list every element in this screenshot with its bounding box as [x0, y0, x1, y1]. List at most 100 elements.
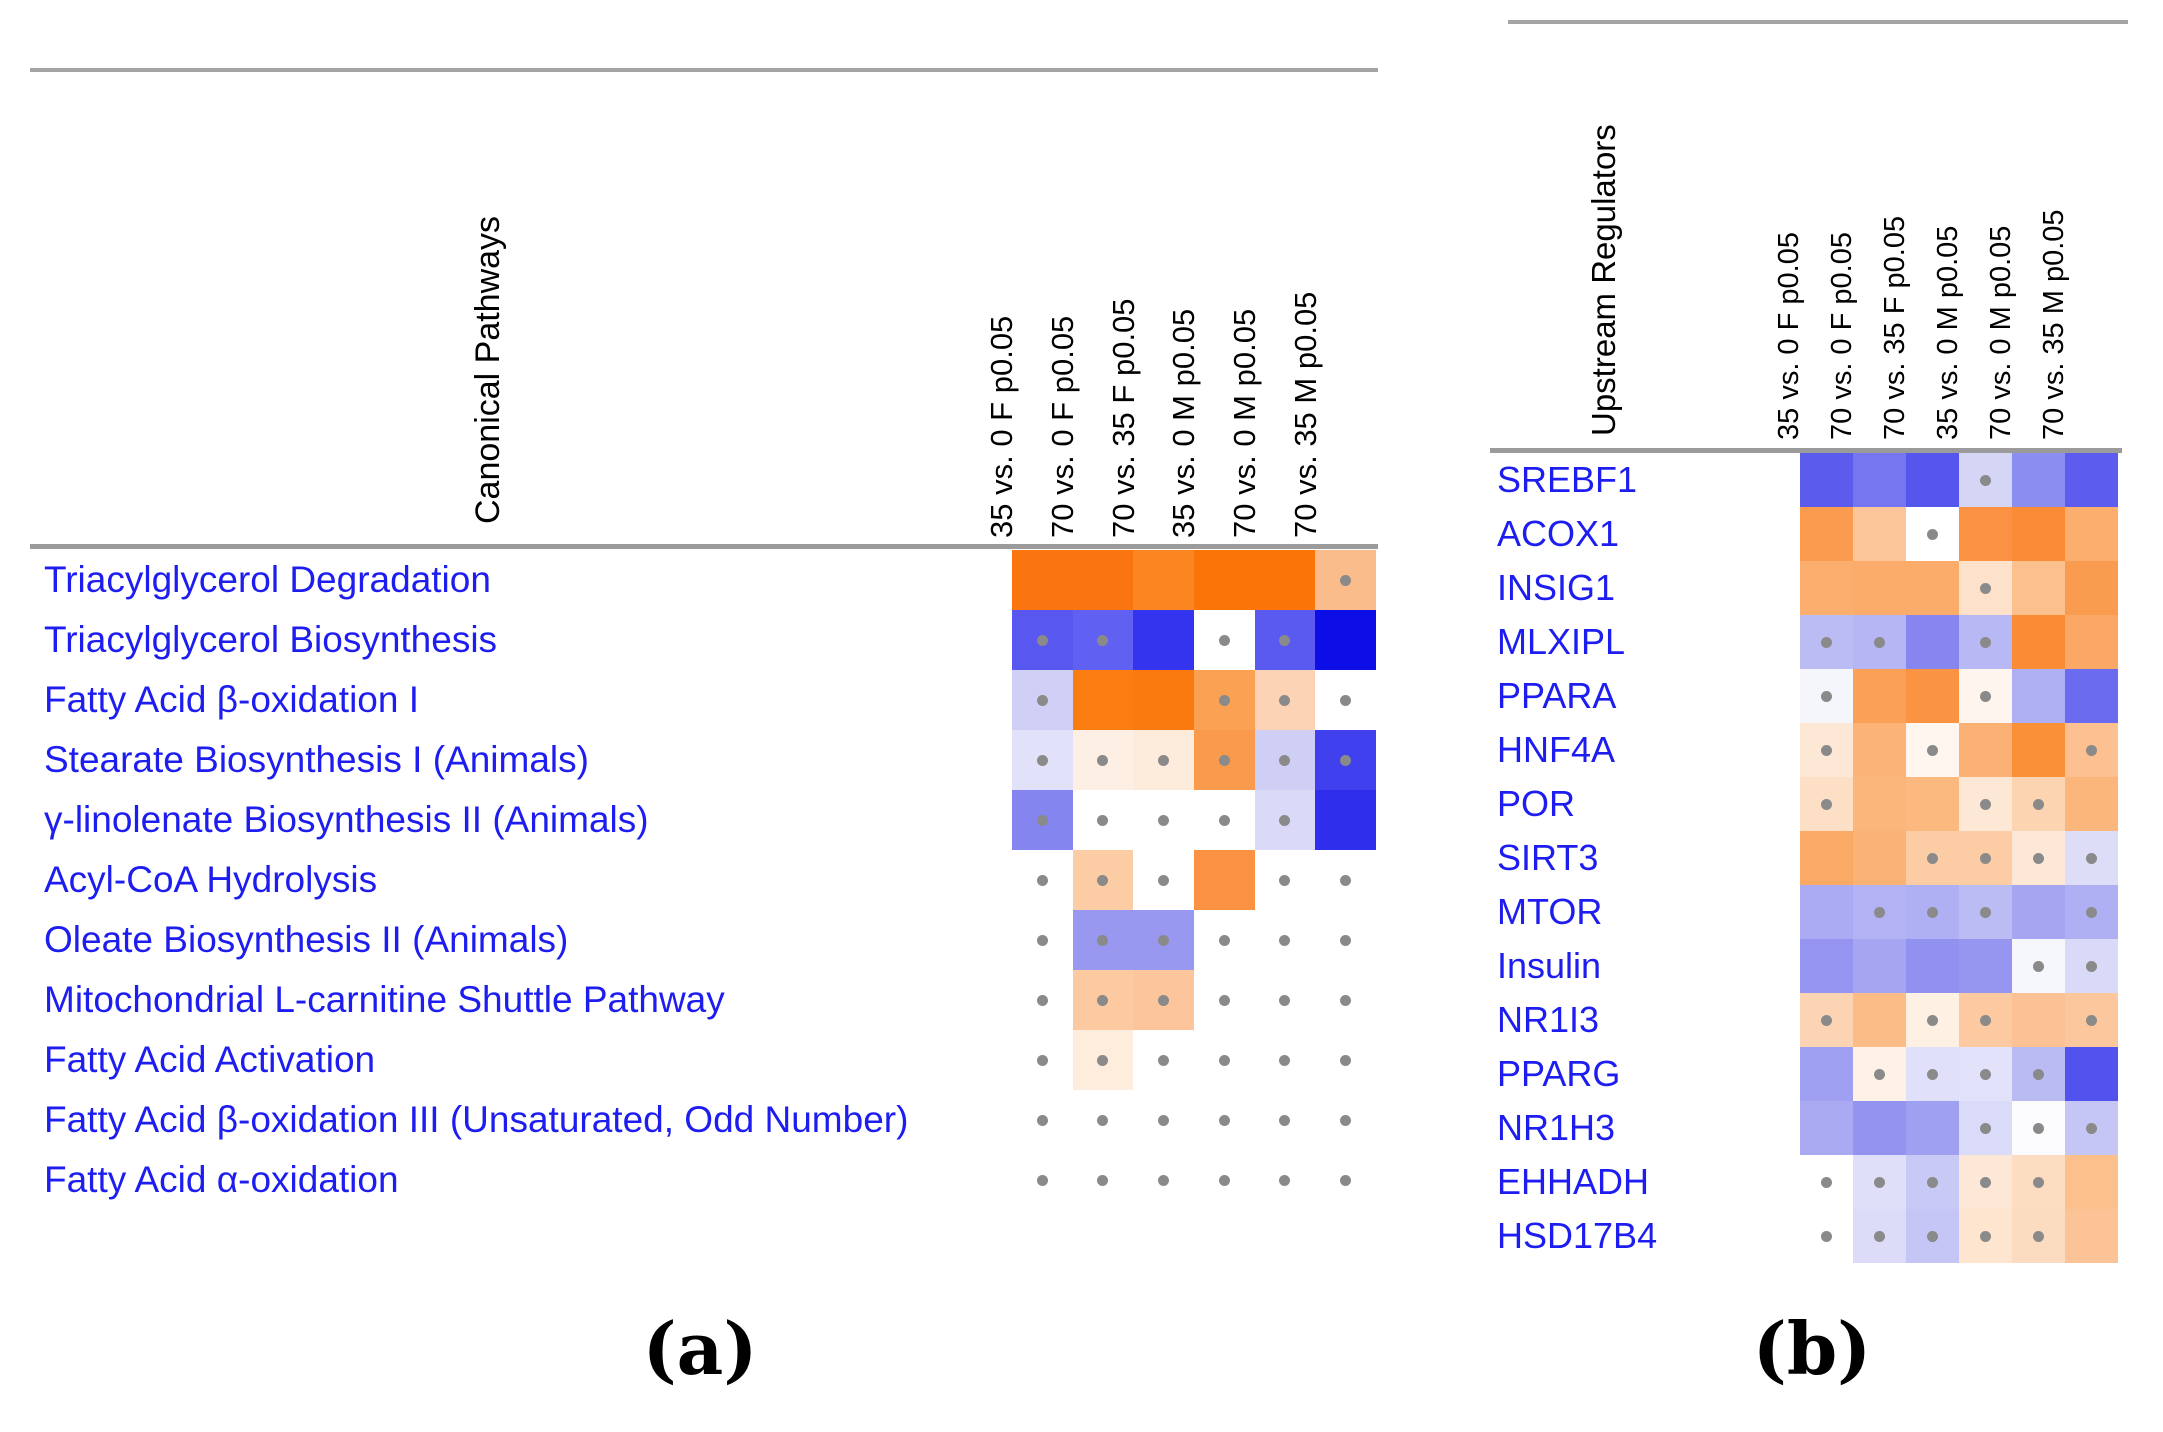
- significance-dot-icon: [1980, 1230, 1991, 1242]
- significance-dot-icon: [2086, 1122, 2097, 1134]
- heatmap-cell: [1906, 1101, 1959, 1155]
- heatmap-cell: [1906, 1047, 1959, 1101]
- heatmap-cell: [1800, 1155, 1853, 1209]
- panel-b-heatmap-grid: [1800, 453, 2118, 1263]
- row-label: EHHADH: [1497, 1161, 1650, 1202]
- heatmap-cell: [1853, 831, 1906, 885]
- significance-dot-icon: [1927, 1014, 1938, 1026]
- row-label: Fatty Acid Activation: [44, 1039, 376, 1080]
- heatmap-cell: [2065, 1155, 2118, 1209]
- heatmap-cell: [2012, 453, 2065, 507]
- heatmap-cell: [1072, 730, 1134, 790]
- heatmap-cell: [1315, 1090, 1376, 1150]
- heatmap-cell: [2065, 939, 2118, 993]
- heatmap-cell: [1072, 970, 1134, 1030]
- heatmap-cell: [1853, 615, 1906, 669]
- heatmap-cell: [1959, 885, 2012, 939]
- significance-dot-icon: [1218, 1174, 1230, 1186]
- heatmap-cell: [1906, 561, 1959, 615]
- heatmap-cell: [2065, 561, 2118, 615]
- heatmap-cell: [1133, 610, 1194, 670]
- column-header: 35 vs. 0 F p0.05: [1772, 232, 1805, 440]
- significance-dot-icon: [1980, 582, 1991, 594]
- significance-dot-icon: [1980, 690, 1991, 702]
- heatmap-cell: [1133, 1150, 1194, 1210]
- heatmap-cell: [1853, 1047, 1906, 1101]
- row-label: Fatty Acid β-oxidation I: [44, 679, 420, 720]
- significance-dot-icon: [2033, 1068, 2044, 1080]
- heatmap-cell: [1906, 615, 1959, 669]
- significance-dot-icon: [1218, 754, 1230, 766]
- row-label: HSD17B4: [1497, 1215, 1658, 1256]
- heatmap-cell: [1959, 507, 2012, 561]
- significance-dot-icon: [1097, 634, 1109, 646]
- significance-dot-icon: [1874, 1068, 1885, 1080]
- heatmap-cell: [2065, 993, 2118, 1047]
- heatmap-cell: [1254, 550, 1316, 610]
- significance-dot-icon: [1980, 1068, 1991, 1080]
- heatmap-cell: [1853, 777, 1906, 831]
- heatmap-cell: [1800, 831, 1853, 885]
- heatmap-cell: [2012, 1209, 2065, 1263]
- heatmap-cell: [1853, 561, 1906, 615]
- heatmap-cell: [1315, 1030, 1376, 1090]
- heatmap-cell: [1800, 1047, 1853, 1101]
- significance-dot-icon: [2033, 1122, 2044, 1134]
- heatmap-cell: [1254, 790, 1316, 850]
- heatmap-cell: [1012, 730, 1073, 790]
- row-label: NR1I3: [1497, 999, 1600, 1040]
- column-header: 70 vs. 35 M p0.05: [2037, 209, 2070, 440]
- significance-dot-icon: [1097, 934, 1109, 946]
- significance-dot-icon: [1036, 754, 1048, 766]
- heatmap-cell: [1012, 910, 1073, 970]
- heatmap-cell: [1193, 910, 1255, 970]
- heatmap-cell: [1800, 1101, 1853, 1155]
- significance-dot-icon: [1927, 906, 1938, 918]
- heatmap-cell: [1254, 730, 1316, 790]
- heatmap-cell: [2012, 885, 2065, 939]
- heatmap-cell: [1193, 670, 1255, 730]
- heatmap-cell: [1254, 670, 1316, 730]
- heatmap-cell: [1906, 777, 1959, 831]
- significance-dot-icon: [1279, 634, 1291, 646]
- heatmap-cell: [1853, 1209, 1906, 1263]
- heatmap-cell: [1906, 507, 1959, 561]
- heatmap-cell: [1012, 1030, 1073, 1090]
- panel-a-axis-title: Canonical Pathways: [469, 215, 507, 524]
- significance-dot-icon: [2086, 852, 2097, 864]
- row-label: PPARG: [1497, 1053, 1621, 1094]
- significance-dot-icon: [2033, 798, 2044, 810]
- heatmap-cell: [1959, 669, 2012, 723]
- heatmap-cell: [1072, 1030, 1134, 1090]
- heatmap-cell: [2065, 507, 2118, 561]
- heatmap-cell: [1853, 993, 1906, 1047]
- heatmap-cell: [2065, 453, 2118, 507]
- heatmap-cell: [1906, 1155, 1959, 1209]
- heatmap-cell: [1853, 669, 1906, 723]
- row-label: MLXIPL: [1497, 621, 1626, 662]
- heatmap-cell: [1315, 1150, 1376, 1210]
- significance-dot-icon: [1158, 754, 1170, 766]
- column-header: 70 vs. 35 M p0.05: [1287, 291, 1323, 538]
- row-label: Insulin: [1497, 945, 1602, 986]
- significance-dot-icon: [1980, 636, 1991, 648]
- significance-dot-icon: [1097, 994, 1109, 1006]
- significance-dot-icon: [1927, 1068, 1938, 1080]
- significance-dot-icon: [1036, 634, 1048, 646]
- heatmap-cell: [1959, 723, 2012, 777]
- heatmap-cell: [1315, 550, 1376, 610]
- column-header: 70 vs. 0 M p0.05: [1226, 308, 1262, 538]
- heatmap-cell: [1072, 850, 1134, 910]
- column-header: 70 vs. 0 M p0.05: [1984, 225, 2017, 440]
- heatmap-cell: [2065, 1101, 2118, 1155]
- significance-dot-icon: [1036, 1174, 1048, 1186]
- heatmap-cell: [1193, 1090, 1255, 1150]
- heatmap-cell: [1800, 993, 1853, 1047]
- significance-dot-icon: [1980, 906, 1991, 918]
- significance-dot-icon: [1218, 814, 1230, 826]
- significance-dot-icon: [1927, 1176, 1938, 1188]
- heatmap-cell: [1906, 1209, 1959, 1263]
- heatmap-cell: [2065, 1209, 2118, 1263]
- significance-dot-icon: [1279, 754, 1291, 766]
- significance-dot-icon: [1821, 1176, 1832, 1188]
